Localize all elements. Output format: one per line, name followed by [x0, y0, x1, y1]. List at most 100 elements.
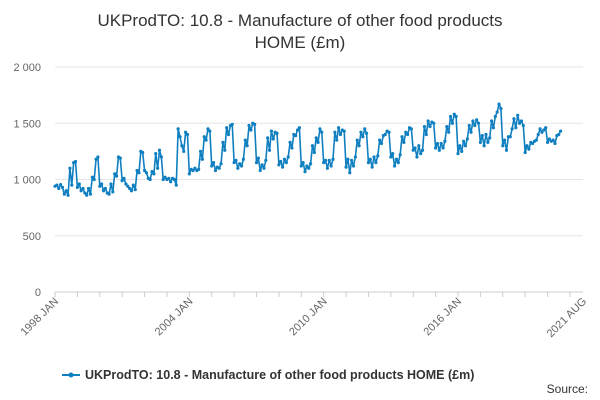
legend[interactable]: UKProdTO: 10.8 - Manufacture of other fo… — [62, 368, 474, 382]
data-point[interactable] — [432, 121, 436, 125]
data-point[interactable] — [156, 166, 160, 170]
data-point[interactable] — [413, 146, 417, 150]
data-point[interactable] — [435, 141, 440, 146]
data-point[interactable] — [353, 155, 357, 159]
data-point[interactable] — [111, 190, 115, 194]
data-point[interactable] — [525, 144, 529, 148]
data-point[interactable] — [448, 114, 453, 119]
data-point[interactable] — [109, 182, 113, 186]
data-point[interactable] — [299, 164, 303, 168]
data-point[interactable] — [208, 129, 212, 133]
data-point[interactable] — [476, 121, 481, 125]
data-point[interactable] — [169, 180, 173, 184]
data-point[interactable] — [264, 158, 268, 162]
data-point[interactable] — [267, 148, 272, 152]
data-point[interactable] — [361, 135, 365, 139]
data-point[interactable] — [83, 191, 87, 195]
data-point[interactable] — [290, 146, 294, 150]
data-point[interactable] — [288, 140, 292, 144]
data-point[interactable] — [351, 164, 356, 168]
data-point[interactable] — [206, 127, 210, 131]
data-point[interactable] — [553, 141, 557, 146]
data-point[interactable] — [114, 174, 119, 178]
data-point[interactable] — [378, 138, 382, 142]
data-point[interactable] — [415, 155, 419, 159]
data-point[interactable] — [118, 156, 122, 160]
data-point[interactable] — [557, 132, 561, 137]
data-point[interactable] — [437, 148, 441, 152]
data-point[interactable] — [277, 163, 281, 167]
data-point[interactable] — [187, 172, 191, 176]
data-point[interactable] — [245, 144, 249, 148]
data-point[interactable] — [463, 144, 468, 148]
data-point[interactable] — [333, 130, 337, 134]
data-point[interactable] — [128, 186, 132, 191]
data-point[interactable] — [336, 126, 341, 130]
data-point[interactable] — [499, 107, 503, 111]
data-point[interactable] — [551, 138, 555, 142]
data-point[interactable] — [57, 186, 61, 191]
data-point[interactable] — [482, 144, 486, 148]
data-point[interactable] — [62, 192, 66, 196]
data-point[interactable] — [81, 186, 85, 191]
data-point[interactable] — [475, 118, 479, 122]
data-point[interactable] — [70, 183, 74, 187]
data-point[interactable] — [225, 126, 229, 130]
data-point[interactable] — [120, 179, 124, 183]
data-point[interactable] — [191, 168, 195, 173]
data-point[interactable] — [411, 148, 415, 152]
data-point[interactable] — [310, 144, 315, 148]
data-point[interactable] — [445, 125, 449, 129]
data-point[interactable] — [172, 177, 177, 182]
data-point[interactable] — [420, 148, 425, 152]
data-point[interactable] — [221, 140, 225, 144]
data-point[interactable] — [488, 136, 492, 140]
data-point[interactable] — [419, 152, 423, 156]
data-point[interactable] — [141, 150, 145, 155]
data-point[interactable] — [359, 130, 363, 134]
data-point[interactable] — [452, 112, 456, 116]
data-point[interactable] — [236, 166, 240, 170]
data-point[interactable] — [497, 102, 501, 106]
data-point[interactable] — [284, 161, 288, 165]
data-point[interactable] — [465, 137, 469, 141]
data-point[interactable] — [64, 189, 68, 193]
data-point[interactable] — [523, 150, 527, 155]
data-point[interactable] — [262, 166, 266, 170]
data-point[interactable] — [447, 130, 451, 134]
data-point[interactable] — [142, 168, 147, 173]
data-point[interactable] — [350, 158, 354, 162]
data-point[interactable] — [309, 162, 313, 166]
data-point[interactable] — [167, 176, 171, 180]
data-point[interactable] — [514, 126, 518, 130]
data-point[interactable] — [297, 126, 302, 130]
data-point[interactable] — [161, 177, 165, 182]
data-point[interactable] — [424, 132, 428, 137]
data-point[interactable] — [60, 185, 65, 189]
data-point[interactable] — [94, 157, 98, 161]
data-point[interactable] — [96, 155, 100, 159]
data-point[interactable] — [439, 141, 443, 146]
data-point[interactable] — [346, 157, 350, 161]
data-point[interactable] — [521, 123, 525, 128]
data-point[interactable] — [489, 119, 494, 123]
data-point[interactable] — [243, 138, 247, 142]
data-point[interactable] — [542, 128, 546, 132]
data-point[interactable] — [484, 132, 488, 137]
data-point[interactable] — [269, 129, 274, 133]
data-point[interactable] — [59, 182, 63, 187]
data-point[interactable] — [443, 139, 447, 143]
data-point[interactable] — [307, 166, 311, 170]
data-point[interactable] — [230, 122, 234, 126]
data-point[interactable] — [200, 157, 204, 161]
data-point[interactable] — [295, 128, 300, 132]
data-point[interactable] — [450, 121, 454, 125]
data-point[interactable] — [441, 146, 445, 150]
data-point[interactable] — [223, 148, 227, 152]
data-point[interactable] — [370, 165, 374, 169]
data-point[interactable] — [409, 127, 413, 131]
data-point[interactable] — [469, 130, 473, 134]
data-point[interactable] — [426, 119, 430, 123]
data-point[interactable] — [322, 161, 326, 165]
data-point[interactable] — [363, 127, 367, 131]
